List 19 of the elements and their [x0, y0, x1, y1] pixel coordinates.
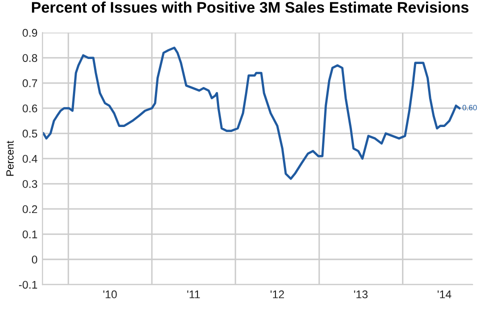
- y-tick-label: -0.1: [18, 280, 38, 289]
- y-tick-label: 0.4: [22, 154, 38, 163]
- x-tick-label: '12: [270, 290, 284, 298]
- y-tick-label: 0.1: [22, 230, 38, 238]
- chart-title: Percent of Issues with Positive 3M Sales Estimate Revisions: [32, 2, 468, 13]
- y-tick-label: 0.5: [22, 130, 38, 138]
- y-tick-label: 0.6: [22, 104, 38, 112]
- x-tick-label: '10: [103, 290, 117, 298]
- x-tick-label: '11: [187, 290, 200, 298]
- y-tick-label: 0.3: [22, 180, 38, 188]
- y-axis-title: Percent: [6, 140, 14, 176]
- line-series: [42, 46, 461, 180]
- x-tick-label: '13: [354, 290, 368, 298]
- y-tick-label: 0: [32, 256, 38, 264]
- y-tick-label: 0.9: [22, 28, 38, 37]
- x-tick-label: '14: [438, 290, 452, 298]
- y-tick-label: 0.8: [22, 54, 38, 62]
- y-tick-label: 0.7: [22, 79, 38, 88]
- y-tick-label: 0.2: [22, 205, 38, 214]
